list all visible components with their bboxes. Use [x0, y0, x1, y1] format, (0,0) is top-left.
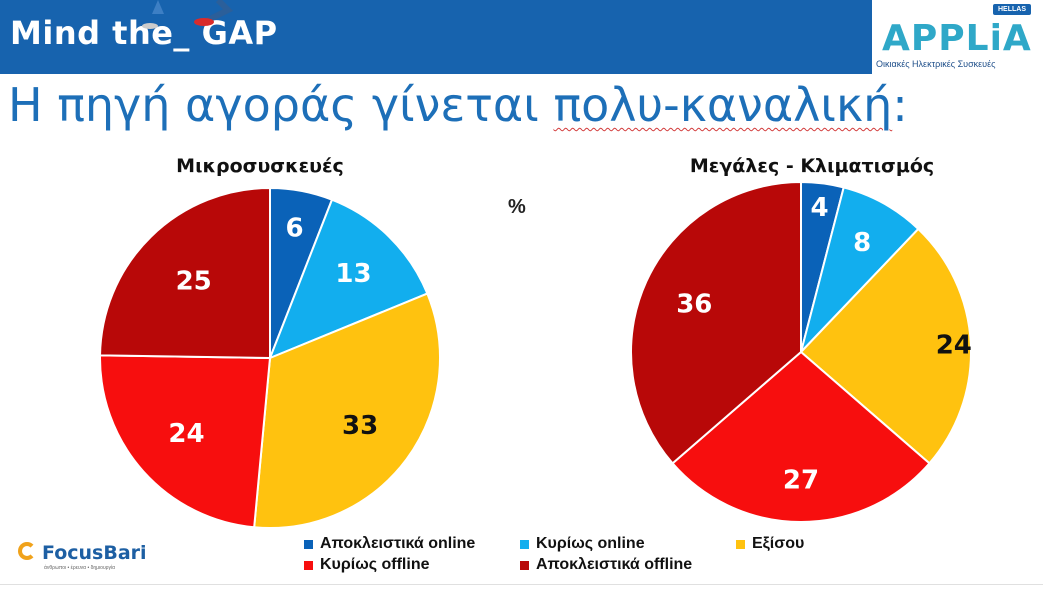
- legend-swatch: [304, 539, 313, 549]
- legend-swatch: [736, 539, 745, 549]
- legend-item-mostly-offline: Κυρίως offline: [304, 556, 429, 574]
- legend-swatch: [520, 560, 529, 570]
- bottom-divider: [0, 584, 1043, 585]
- pie-slice: [268, 198, 429, 360]
- legend-label: Κυρίως offline: [320, 556, 430, 573]
- pie-data-label: 25: [176, 266, 212, 296]
- headline-text: Η πηγή αγοράς γίνεται: [8, 78, 554, 132]
- logo-subtitle: Οικιακές Ηλεκτρικές Συσκευές: [876, 59, 996, 69]
- pie-data-label: 27: [783, 466, 819, 496]
- applia-logo: HELLAS APPLiA Οικιακές Ηλεκτρικές Συσκευ…: [872, 0, 1043, 74]
- pie-large-appliances: 48 24 27 36: [630, 180, 972, 523]
- chart-title-small-appliances: Μικροσυσκευές: [176, 155, 344, 177]
- focusbari-logo: FocusBari άνθρωποι • έρευνα • δημιουργία: [18, 540, 158, 574]
- legend-item-mostly-online: Κυρίως online: [520, 535, 645, 553]
- pie-data-label: 8: [853, 228, 871, 258]
- legend-label: Αποκλειστικά offline: [536, 556, 693, 573]
- legend-item-exclusive-online: Αποκλειστικά online: [304, 535, 475, 553]
- headline-underlined: πολυ-καναλική: [553, 78, 893, 132]
- pie-data-label: 4: [810, 193, 828, 223]
- pie-slice: [253, 292, 441, 529]
- pie-data-label: 24: [936, 331, 972, 361]
- logo-wordmark: APPLiA: [882, 18, 1032, 59]
- legend-item-equally: Εξίσου: [736, 535, 804, 553]
- focusbari-wordmark: FocusBari: [42, 542, 147, 564]
- pie-data-label: 33: [342, 411, 378, 441]
- header-banner: Mind the_ GAP: [0, 0, 872, 74]
- pie-data-label: 24: [168, 419, 204, 449]
- walking-figure-icon: [142, 0, 234, 29]
- chart-title-large-appliances: Μεγάλες - Κλιματισμός: [689, 155, 935, 177]
- pie-slice: [99, 354, 272, 529]
- pie-slice: [671, 350, 931, 523]
- header-title: Mind the_ GAP: [10, 14, 278, 52]
- page-headline: Η πηγή αγοράς γίνεται πολυ-καναλική:: [8, 78, 908, 132]
- focus-ring-icon: [18, 542, 36, 560]
- pie-slice: [630, 180, 802, 465]
- headline-colon: :: [892, 78, 908, 132]
- focusbari-tagline: άνθρωποι • έρευνα • δημιουργία: [44, 565, 116, 571]
- pie-small-appliances: 6 13 33 24 25: [99, 186, 441, 529]
- pie-data-label: 13: [335, 259, 371, 289]
- pie-slice: [99, 186, 271, 360]
- pie-data-label: 6: [286, 214, 304, 244]
- legend-label: Κυρίως online: [536, 535, 645, 552]
- pie-data-label: 36: [676, 289, 712, 319]
- logo-badge: HELLAS: [993, 4, 1031, 15]
- legend-label: Αποκλειστικά online: [320, 535, 476, 552]
- unit-label: %: [508, 196, 526, 218]
- legend-label: Εξίσου: [752, 535, 805, 552]
- legend-swatch: [304, 560, 313, 570]
- legend-item-exclusive-offline: Αποκλειστικά offline: [520, 556, 692, 574]
- legend-swatch: [520, 539, 529, 549]
- pie-slice: [799, 227, 972, 465]
